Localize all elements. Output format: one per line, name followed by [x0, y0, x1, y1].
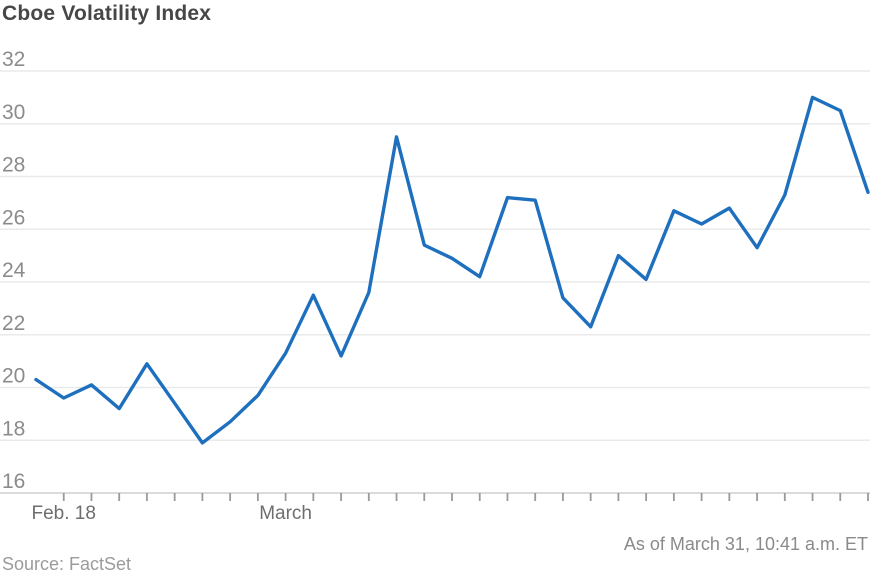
as-of-timestamp: As of March 31, 10:41 a.m. ET: [623, 534, 868, 554]
y-axis-label-26: 26: [2, 206, 25, 229]
y-axis-label-24: 24: [2, 259, 26, 282]
y-axis-label-28: 28: [2, 154, 25, 177]
y-axis-label-16: 16: [2, 470, 25, 493]
chart-title: Cboe Volatility Index: [2, 2, 212, 25]
y-axis-label-32: 32: [2, 48, 25, 71]
source-attribution: Source: FactSet: [2, 554, 132, 574]
y-axis-label-22: 22: [2, 312, 25, 335]
y-axis-label-18: 18: [2, 417, 25, 440]
y-axis-label-30: 30: [2, 101, 25, 124]
vix-series-line: [34, 95, 870, 445]
y-axis-label-20: 20: [2, 365, 25, 388]
